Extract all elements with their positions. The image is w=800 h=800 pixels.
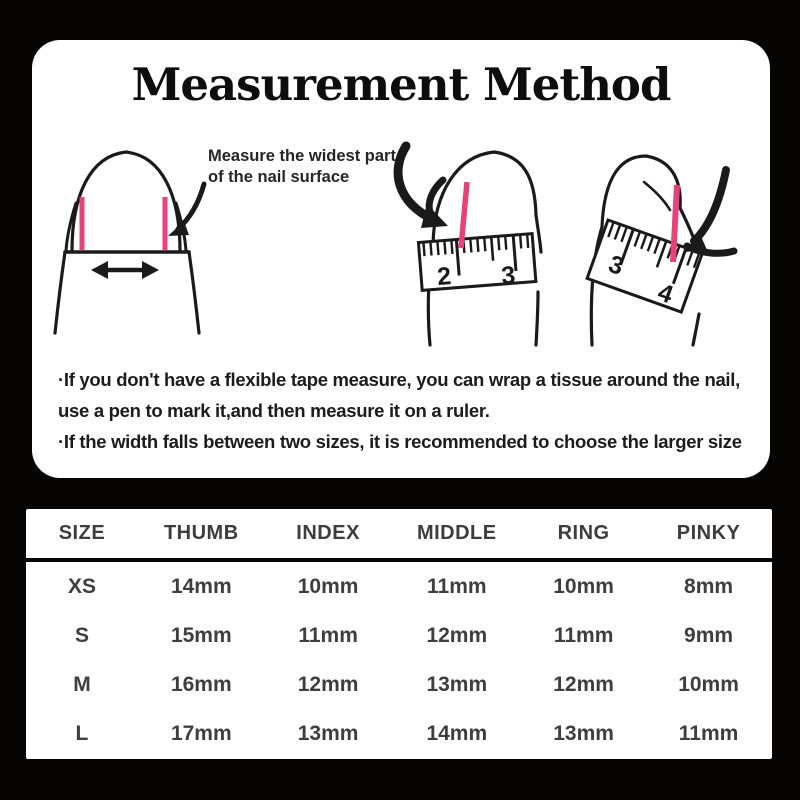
ruler-number: 2 <box>436 262 452 291</box>
column-header-size: SIZE <box>58 522 106 544</box>
page-title: Measurement Method <box>131 58 672 111</box>
size-value: 12mm <box>553 672 614 696</box>
note-line-3: ·If the width falls between two sizes, i… <box>58 431 742 452</box>
pointer-arrow-middle-icon <box>393 141 448 228</box>
size-value: 12mm <box>426 623 488 647</box>
size-value: 11mm <box>553 623 614 647</box>
note-line-1: ·If you don't have a flexible tape measu… <box>58 369 740 390</box>
caption-line-1: Measure the widest part <box>208 147 396 165</box>
size-value: 15mm <box>170 623 232 647</box>
size-value: 14mm <box>170 574 232 598</box>
table-row: M 16mm 12mm 13mm 12mm 10mm <box>26 660 772 709</box>
column-header-ring: RING <box>557 522 610 544</box>
size-label: XS <box>67 574 96 598</box>
table-row: S 15mm 11mm 12mm 11mm 9mm <box>26 611 772 660</box>
size-value: 10mm <box>678 672 739 696</box>
tilted-finger-illustration: 3 4 <box>585 154 738 347</box>
ruler-number: 3 <box>500 261 516 290</box>
column-header-thumb: THUMB <box>163 522 239 544</box>
size-label: M <box>73 672 91 696</box>
size-value: 16mm <box>170 672 232 696</box>
measurement-mark-middle <box>458 181 470 249</box>
size-label: L <box>75 721 89 745</box>
measurement-mark-ring <box>670 184 680 263</box>
size-value: 10mm <box>553 574 614 598</box>
pointer-arrow-right-icon <box>683 166 738 257</box>
ruler-band-middle: 2 3 <box>416 231 538 293</box>
size-table-header-row: SIZE THUMB INDEX MIDDLE RING PINKY <box>26 509 772 562</box>
size-value: 13mm <box>553 721 614 745</box>
width-double-arrow-icon <box>91 261 159 279</box>
size-value: 11mm <box>678 721 739 745</box>
caption: Measure the widest part of the nail surf… <box>208 146 396 188</box>
note-line-2: use a pen to mark it,and then measure it… <box>58 400 490 421</box>
size-value: 14mm <box>426 721 488 745</box>
size-value: 9mm <box>684 623 734 647</box>
tape-measure-finger-illustration: 2 3 <box>393 141 543 347</box>
size-value: 12mm <box>297 672 359 696</box>
pointer-arrow-left-icon <box>168 181 207 236</box>
column-header-index: INDEX <box>296 522 360 544</box>
measurement-notes: ·If you don't have a flexible tape measu… <box>58 364 758 457</box>
size-value: 11mm <box>298 623 358 647</box>
size-value: 17mm <box>170 721 232 745</box>
column-header-pinky: PINKY <box>676 522 741 544</box>
size-value: 11mm <box>427 574 487 598</box>
ruler-band-ring: 3 4 <box>585 218 705 314</box>
column-header-middle: MIDDLE <box>416 522 497 544</box>
size-value: 8mm <box>684 574 734 598</box>
size-value: 13mm <box>297 721 359 745</box>
finger-measurement-illustration: 2 3 3 4 <box>53 141 738 347</box>
size-table-panel: SIZE THUMB INDEX MIDDLE RING PINKY XS 14… <box>26 509 772 759</box>
bare-finger-illustration <box>53 150 207 335</box>
table-row: XS 14mm 10mm 11mm 10mm 8mm <box>26 562 772 611</box>
size-label: S <box>74 623 89 647</box>
measurement-method-panel: Measurement Method <box>32 40 770 478</box>
table-row: L 17mm 13mm 14mm 13mm 11mm <box>26 709 772 758</box>
size-value: 13mm <box>426 672 488 696</box>
size-value: 10mm <box>297 574 359 598</box>
caption-line-2: of the nail surface <box>208 168 350 186</box>
